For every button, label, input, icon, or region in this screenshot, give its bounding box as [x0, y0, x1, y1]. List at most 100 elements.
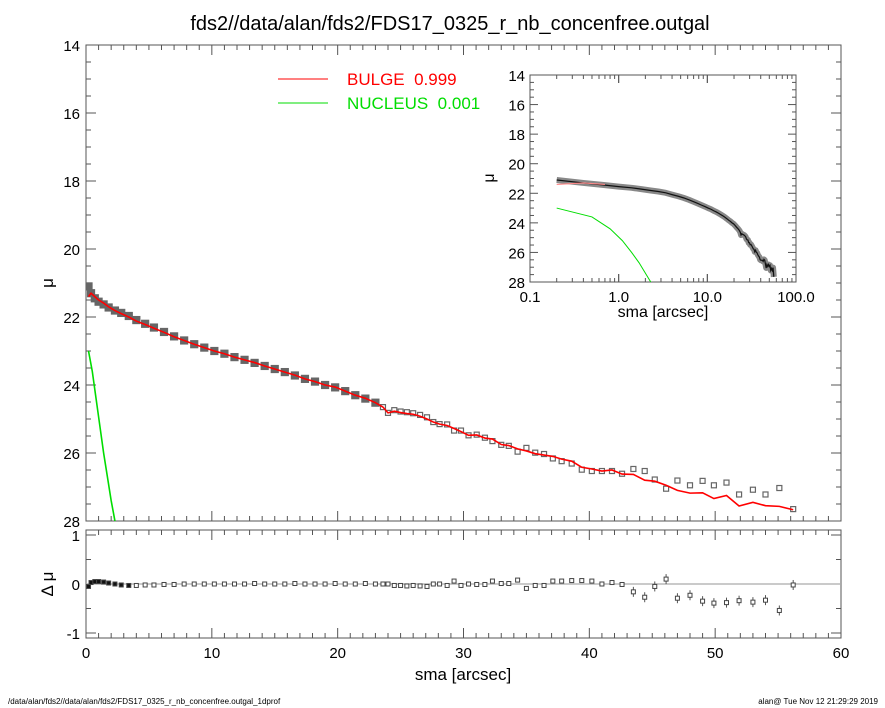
residual-point: [101, 579, 107, 585]
y-tick-label: 20: [63, 242, 80, 259]
residual-point: [161, 581, 167, 587]
x-tick-label: 30: [455, 645, 472, 662]
residual-point: [750, 599, 756, 605]
residual-point: [391, 582, 397, 588]
residual-point: [118, 582, 124, 588]
data-point: [641, 467, 648, 475]
residual-point: [86, 583, 92, 589]
legend: BULGE 0.999 NUCLEUS 0.001: [278, 70, 480, 113]
residual-point: [498, 581, 504, 587]
residual-point: [541, 582, 547, 588]
residual-point: [372, 581, 378, 587]
residual-point: [474, 581, 480, 587]
residual-ylabel: Δ μ: [38, 572, 57, 597]
residual-point: [506, 581, 512, 587]
residual-point: [292, 581, 298, 587]
residual-point: [489, 578, 495, 584]
residual-point: [191, 581, 197, 587]
inset-y-tick-label: 18: [508, 127, 525, 144]
residual-point: [380, 581, 386, 587]
residual-point: [332, 581, 338, 587]
residual-point: [619, 581, 625, 587]
inset-nucleus-line: [556, 207, 652, 282]
bulge-model-line: [87, 292, 794, 511]
inset-data-group: [556, 176, 777, 282]
inset-y-tick-label: 14: [508, 68, 525, 85]
residual-point: [417, 583, 423, 589]
residual-point: [642, 594, 648, 600]
residual-point: [776, 607, 782, 613]
data-point: [674, 477, 681, 484]
y-tick-label: 26: [63, 446, 80, 463]
legend-label-nucleus: NUCLEUS 0.001: [347, 94, 480, 113]
inset-x-tick-label: 10.0: [693, 289, 722, 306]
main-xlabel: sma [arcsec]: [415, 665, 511, 684]
residual-point: [451, 578, 457, 584]
residual-point: [736, 598, 742, 604]
residual-point: [663, 576, 669, 582]
residual-point: [352, 581, 358, 587]
residual-point: [342, 581, 348, 587]
data-point: [662, 485, 670, 492]
residual-point: [515, 577, 521, 583]
data-point: [762, 491, 769, 498]
residual-point: [437, 581, 443, 587]
footer-right: alan@ Tue Nov 12 21:29:29 2019: [758, 697, 878, 706]
inset-x-tick-label: 1.0: [608, 289, 629, 306]
residual-point: [700, 598, 706, 604]
residual-point: [106, 580, 112, 586]
residual-point: [652, 583, 658, 589]
y-tick-label: 22: [63, 310, 80, 327]
data-point: [630, 465, 637, 473]
residual-point: [790, 582, 796, 588]
residual-point: [687, 592, 693, 598]
residual-point: [312, 581, 318, 587]
main-data-group: [86, 282, 797, 521]
data-point: [749, 486, 757, 493]
residual-point: [404, 583, 410, 589]
inset-y-tick-label: 24: [508, 216, 525, 233]
residual-point: [444, 582, 450, 588]
residual-point: [242, 581, 248, 587]
inset-ylabel: μ: [481, 173, 498, 182]
residual-point: [201, 581, 207, 587]
data-point: [710, 482, 718, 489]
residual-point: [112, 581, 118, 587]
residual-point: [133, 582, 139, 588]
footer-left: /data/alan/fds2//data/alan/fds2/FDS17_03…: [8, 697, 281, 706]
residual-point: [211, 581, 217, 587]
residual-point: [151, 582, 157, 588]
residual-point: [763, 597, 768, 603]
residual-point: [171, 581, 177, 587]
y-tick-label: 24: [63, 378, 80, 395]
residual-point: [609, 580, 615, 586]
residual-point: [630, 589, 636, 595]
main-ylabel: μ: [38, 278, 57, 288]
residual-point: [711, 600, 717, 606]
residual-point: [262, 581, 268, 587]
data-point: [391, 407, 398, 414]
residual-point: [410, 582, 416, 588]
residual-point: [126, 582, 132, 588]
residual-y-tick-label: -1: [67, 626, 80, 643]
residual-y-tick-label: 0: [72, 577, 80, 594]
y-tick-label: 14: [63, 38, 80, 55]
x-tick-label: 10: [203, 645, 220, 662]
residual-point: [430, 581, 436, 587]
residual-point: [466, 581, 472, 587]
y-tick-label: 16: [63, 106, 80, 123]
inset-y-tick-label: 26: [508, 245, 525, 262]
residual-point: [362, 581, 368, 587]
inset-data-line: [556, 179, 775, 277]
inset-y-tick-label: 16: [508, 98, 525, 115]
residual-point: [302, 581, 308, 587]
residual-point: [532, 582, 538, 588]
inset-y-tick-label: 20: [508, 157, 525, 174]
x-tick-label: 60: [833, 645, 850, 662]
inset-x-tick-label: 0.1: [520, 289, 541, 306]
residual-point: [559, 578, 565, 584]
residual-point: [523, 585, 529, 591]
residual-point: [282, 581, 288, 587]
residual-point: [96, 579, 102, 585]
residual-point: [550, 578, 556, 584]
